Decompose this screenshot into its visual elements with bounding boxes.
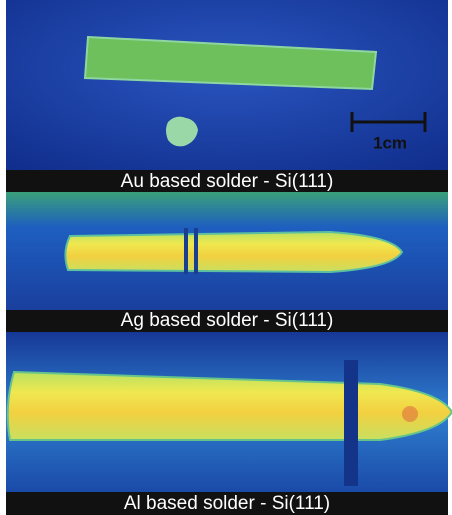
slit [344, 360, 358, 486]
panel-al: Al based solder - Si(111) [6, 332, 452, 515]
panel-ag: Ag based solder - Si(111) [6, 192, 448, 332]
caption: Al based solder - Si(111) [124, 493, 330, 514]
hot-spot [402, 406, 418, 422]
caption: Au based solder - Si(111) [121, 171, 334, 192]
caption: Ag based solder - Si(111) [121, 310, 334, 331]
slit [194, 228, 198, 274]
slit [184, 228, 188, 274]
figure: 1cm Au based solder - Si(111) Ag based s… [0, 0, 452, 515]
scale-label: 1cm [373, 133, 407, 152]
panel-au: 1cm Au based solder - Si(111) [6, 0, 448, 192]
solder-strip [65, 232, 402, 272]
